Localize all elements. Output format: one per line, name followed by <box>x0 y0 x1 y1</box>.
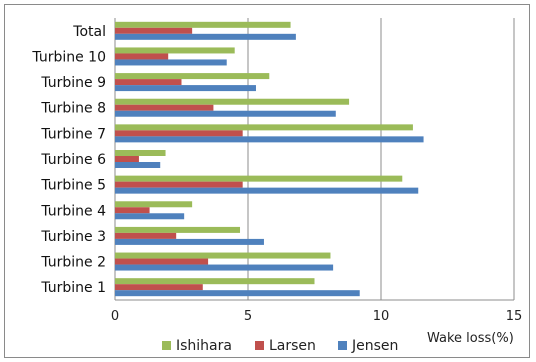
bar-larsen-turbine-3 <box>115 232 177 239</box>
bar-ishihara-turbine-10 <box>115 47 235 54</box>
bar-larsen-turbine-2 <box>115 258 209 265</box>
x-tick-label-10: 10 <box>373 309 390 324</box>
legend-swatch-larsen <box>255 341 264 350</box>
bar-jensen-turbine-4 <box>115 213 185 220</box>
bar-ishihara-turbine-2 <box>115 252 331 259</box>
bar-jensen-turbine-7 <box>115 136 424 143</box>
category-label-turbine-9: Turbine 9 <box>40 75 106 91</box>
legend-swatch-ishihara <box>162 341 171 350</box>
category-label-turbine-4: Turbine 4 <box>40 203 106 219</box>
bar-larsen-turbine-9 <box>115 79 182 86</box>
category-label-turbine-6: Turbine 6 <box>40 152 106 168</box>
bar-larsen-turbine-6 <box>115 156 139 162</box>
category-label-turbine-7: Turbine 7 <box>40 126 106 142</box>
bar-ishihara-turbine-8 <box>115 98 350 105</box>
bar-ishihara-total <box>115 21 291 28</box>
x-axis-title: Wake loss(%) <box>427 331 514 346</box>
bar-ishihara-turbine-3 <box>115 226 241 233</box>
bar-larsen-turbine-5 <box>115 181 243 188</box>
bar-larsen-turbine-8 <box>115 104 214 111</box>
bar-jensen-turbine-3 <box>115 238 264 245</box>
category-label-turbine-1: Turbine 1 <box>40 280 106 296</box>
x-tick-label-0: 0 <box>111 309 119 324</box>
bar-jensen-turbine-2 <box>115 264 334 271</box>
category-label-turbine-3: Turbine 3 <box>40 229 106 245</box>
bar-jensen-turbine-1 <box>115 290 360 297</box>
legend-swatch-jensen <box>338 341 347 350</box>
bar-larsen-turbine-4 <box>115 207 150 214</box>
bar-ishihara-turbine-5 <box>115 175 403 182</box>
category-label-turbine-2: Turbine 2 <box>40 255 106 271</box>
bar-ishihara-turbine-4 <box>115 201 193 208</box>
bar-larsen-turbine-1 <box>115 284 203 291</box>
bar-jensen-total <box>115 33 296 40</box>
bar-ishihara-turbine-9 <box>115 73 270 80</box>
legend-label-larsen: Larsen <box>269 338 316 354</box>
bar-larsen-turbine-10 <box>115 53 169 60</box>
bar-ishihara-turbine-7 <box>115 124 413 131</box>
x-tick-label-5: 5 <box>244 309 252 324</box>
legend-label-ishihara: Ishihara <box>176 338 232 354</box>
bar-jensen-turbine-10 <box>115 59 227 66</box>
bar-jensen-turbine-5 <box>115 187 419 194</box>
category-label-turbine-5: Turbine 5 <box>40 178 106 194</box>
bar-larsen-turbine-7 <box>115 130 243 137</box>
bar-jensen-turbine-9 <box>115 85 256 92</box>
category-label-total: Total <box>72 24 106 40</box>
bar-jensen-turbine-6 <box>115 162 161 168</box>
x-tick-label-15: 15 <box>506 309 523 324</box>
category-label-turbine-8: Turbine 8 <box>40 101 106 117</box>
legend-label-jensen: Jensen <box>351 338 398 354</box>
bar-ishihara-turbine-1 <box>115 278 315 285</box>
bar-larsen-total <box>115 27 193 34</box>
category-label-turbine-10: Turbine 10 <box>31 49 106 65</box>
bar-ishihara-turbine-6 <box>115 150 166 156</box>
bar-jensen-turbine-8 <box>115 110 336 117</box>
